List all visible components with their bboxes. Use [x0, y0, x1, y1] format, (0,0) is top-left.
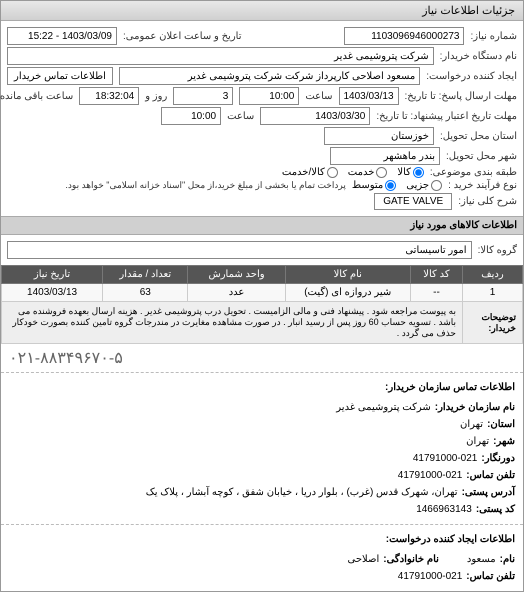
notes-label: توضیحات خریدار:: [463, 302, 523, 344]
deadline-date-field: 1403/03/13: [339, 87, 399, 105]
buyer-contact-button[interactable]: اطلاعات تماس خریدار: [7, 67, 113, 85]
province-label: استان محل تحویل:: [440, 131, 517, 142]
buyer-name-label: نام دستگاه خریدار:: [440, 51, 517, 62]
deadline-label: مهلت ارسال پاسخ: تا تاریخ:: [405, 91, 517, 102]
org-value: شرکت پتروشیمی غدیر: [336, 399, 430, 416]
details-window: جزئیات اطلاعات نیاز شماره نیاز: 11030969…: [0, 0, 524, 592]
cell-name: شیر دروازه ای (گیت): [285, 284, 410, 302]
cell-date: 1403/03/13: [2, 284, 103, 302]
buyer-phone-value: 41791000-021: [398, 467, 463, 484]
goods-header: اطلاعات کالاهای مورد نیاز: [1, 216, 523, 235]
zip-label: کد پستی:: [476, 501, 515, 518]
creator-label: ایجاد کننده درخواست:: [426, 71, 517, 82]
cell-unit: عدد: [188, 284, 285, 302]
cell-row: 1: [463, 284, 523, 302]
window-title: جزئیات اطلاعات نیاز: [1, 1, 523, 21]
remaining-time-field: 18:32:04: [79, 87, 139, 105]
buyer-province-label: استان:: [487, 416, 515, 433]
group-field: امور تاسیساتی: [7, 241, 472, 259]
buyer-contact-header: اطلاعات تماس سازمان خریدار:: [9, 379, 515, 396]
desc-field: GATE VALVE: [374, 193, 452, 210]
group-label: گروه کالا:: [478, 245, 517, 256]
creator-contact-block: اطلاعات ایجاد کننده درخواست: نام: مسعود ن…: [1, 524, 523, 591]
addr-label: آدرس پستی:: [462, 484, 515, 501]
buyer-name-field: شرکت پتروشیمی غدیر: [7, 47, 434, 65]
big-phone: ۰۲۱-۸۸۳۴۹۶۷۰-۵: [1, 344, 523, 372]
zip-value: 1466963143: [416, 501, 472, 518]
city-label: شهر محل تحویل:: [446, 151, 517, 162]
announce-field: 1403/03/09 - 15:22: [7, 27, 117, 45]
col-row: ردیف: [463, 266, 523, 284]
remaining-label: ساعت باقی مانده: [0, 91, 73, 102]
announce-label: تاریخ و ساعت اعلان عمومی:: [123, 31, 242, 42]
time-label-2: ساعت: [227, 111, 254, 122]
validity-label: مهلت تاریخ اعتبار پیشنهاد: تا تاریخ:: [376, 111, 517, 122]
category-label: طبقه بندی موضوعی:: [430, 167, 517, 178]
col-name: نام کالا: [285, 266, 410, 284]
creator-name-value: مسعود: [467, 551, 496, 568]
col-qty: تعداد / مقدار: [103, 266, 188, 284]
creator-lname-label: نام خانوادگی:: [383, 551, 439, 568]
col-code: کد کالا: [410, 266, 462, 284]
days-field: 3: [173, 87, 233, 105]
cell-code: --: [410, 284, 462, 302]
proc-med-radio[interactable]: متوسط: [352, 180, 396, 191]
addr-value: تهران، شهرک قدس (غرب) ، بلوار دریا ، خیا…: [146, 484, 458, 501]
days-label: روز و: [145, 91, 167, 102]
request-no-field: 1103096946000273: [344, 27, 464, 45]
cell-qty: 63: [103, 284, 188, 302]
buyer-phone-label: تلفن تماس:: [466, 467, 515, 484]
buyer-contact-block: اطلاعات تماس سازمان خریدار: نام سازمان خ…: [1, 372, 523, 524]
time-label-1: ساعت: [305, 91, 332, 102]
validity-date-field: 1403/03/30: [260, 107, 370, 125]
cat-goods-radio[interactable]: کالا: [397, 167, 424, 178]
creator-lname-value: اصلاحی: [348, 551, 380, 568]
col-date: تاریخ نیاز: [2, 266, 103, 284]
notes-text: به پیوست مراجعه شود . پیشنهاد فنی و مالی…: [2, 302, 463, 344]
process-label: نوع فرآیند خرید :: [448, 180, 517, 191]
buyer-province-value: تهران: [460, 416, 483, 433]
notes-row: توضیحات خریدار: به پیوست مراجعه شود . پی…: [2, 302, 523, 344]
creator-field: مسعود اصلاحی کارپرداز شرکت شرکت پتروشیمی…: [119, 67, 420, 85]
header-section: شماره نیاز: 1103096946000273 تاریخ و ساع…: [1, 21, 523, 216]
col-unit: واحد شمارش: [188, 266, 285, 284]
process-radio-group: جزیی متوسط: [352, 180, 442, 191]
cat-both-radio[interactable]: کالا/خدمت: [282, 167, 338, 178]
proc-partial-radio[interactable]: جزیی: [406, 180, 442, 191]
request-no-label: شماره نیاز:: [470, 31, 517, 42]
city-field: بندر ماهشهر: [330, 147, 440, 165]
fax-label: دورنگار:: [481, 450, 515, 467]
fax-value: 41791000-021: [413, 450, 478, 467]
creator-phone-value: 41791000-021: [398, 568, 463, 585]
goods-table: ردیف کد کالا نام کالا واحد شمارش تعداد /…: [1, 265, 523, 344]
deadline-time-field: 10:00: [239, 87, 299, 105]
category-radio-group: کالا خدمت کالا/خدمت: [282, 167, 424, 178]
creator-contact-header: اطلاعات ایجاد کننده درخواست:: [9, 531, 515, 548]
buyer-city-label: شهر:: [493, 433, 515, 450]
buyer-city-value: تهران: [466, 433, 489, 450]
table-row: 1 -- شیر دروازه ای (گیت) عدد 63 1403/03/…: [2, 284, 523, 302]
org-label: نام سازمان خریدار:: [435, 399, 515, 416]
creator-phone-label: تلفن تماس:: [466, 568, 515, 585]
creator-name-label: نام:: [500, 551, 515, 568]
cat-service-radio[interactable]: خدمت: [348, 167, 388, 178]
desc-label: شرح کلی نیاز:: [458, 196, 517, 207]
proc-note: پرداخت تمام یا بخشی از مبلغ خرید،از محل …: [65, 180, 345, 191]
province-field: خوزستان: [324, 127, 434, 145]
validity-time-field: 10:00: [161, 107, 221, 125]
